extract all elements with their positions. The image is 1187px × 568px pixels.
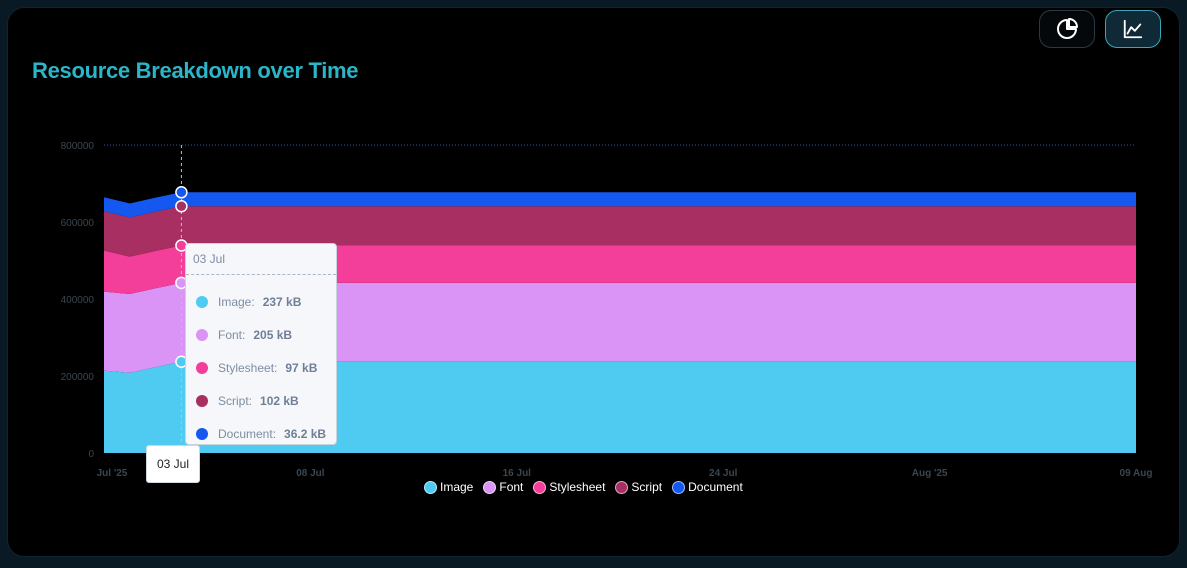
y-tick-label: 600000 — [61, 218, 95, 229]
legend-item-document[interactable]: Document — [672, 480, 743, 494]
tooltip-row-document: Document: 36.2 kB — [196, 424, 326, 444]
legend-dot — [424, 480, 437, 494]
legend-item-script[interactable]: Script — [615, 480, 662, 494]
legend-label: Image — [440, 480, 474, 494]
tooltip-dot — [196, 395, 208, 407]
area-chart-button[interactable] — [1105, 10, 1161, 48]
legend-item-image[interactable]: Image — [424, 480, 473, 494]
tooltip-dot — [196, 296, 208, 308]
chart-legend: Image Font Stylesheet Script Document — [424, 480, 753, 494]
tooltip-row-font: Font: 205 kB — [196, 325, 292, 345]
area-image — [104, 361, 1136, 453]
x-tick-label: Aug '25 — [912, 468, 948, 479]
area-font — [104, 282, 1136, 373]
pie-chart-icon — [1057, 18, 1078, 39]
area-stylesheet — [104, 245, 1136, 294]
tooltip-series-name: Stylesheet: — [218, 361, 278, 375]
x-tick-label: 16 Jul — [503, 468, 532, 479]
x-tick-label: 08 Jul — [296, 468, 325, 479]
marker-script — [175, 199, 188, 213]
area-script — [104, 206, 1136, 257]
tooltip-series-name: Script: — [218, 394, 253, 408]
legend-label: Stylesheet — [549, 480, 606, 494]
legend-item-font[interactable]: Font — [483, 480, 523, 494]
tooltip-series-value: 97 kB — [285, 361, 318, 375]
tooltip-series-name: Document: — [218, 427, 277, 441]
y-tick-label: 200000 — [61, 372, 95, 383]
chart-tooltip: 03 Jul Image: 237 kB Font: 205 kB Stylesheet… — [185, 243, 337, 445]
tooltip-row-script: Script: 102 kB — [196, 391, 299, 411]
x-tick-label: 09 Aug — [1120, 468, 1153, 479]
legend-dot — [533, 480, 547, 494]
pie-chart-button[interactable] — [1039, 10, 1095, 48]
tooltip-row-stylesheet: Stylesheet: 97 kB — [196, 358, 317, 378]
legend-label: Script — [631, 480, 663, 494]
tooltip-series-value: 102 kB — [260, 394, 299, 408]
y-tick-label: 400000 — [61, 295, 95, 306]
tooltip-series-value: 237 kB — [262, 295, 302, 309]
marker-document — [175, 186, 188, 199]
crosshair-x-label: 03 Jul — [146, 445, 200, 483]
x-tick-label: Jul '25 — [97, 468, 128, 479]
y-tick-label: 800000 — [61, 141, 95, 152]
legend-item-stylesheet[interactable]: Stylesheet — [533, 480, 605, 494]
tooltip-date: 03 Jul — [186, 244, 336, 275]
legend-label: Font — [499, 480, 524, 494]
legend-label: Document — [688, 480, 743, 494]
legend-dot — [615, 480, 629, 494]
chart-title: Resource Breakdown over Time — [32, 58, 359, 83]
y-tick-label: 0 — [88, 449, 94, 460]
x-tick-label: 24 Jul — [709, 468, 738, 479]
tooltip-series-name: Image: — [218, 295, 255, 309]
tooltip-series-value: 205 kB — [253, 328, 293, 342]
area-document — [104, 192, 1136, 218]
legend-dot — [483, 480, 497, 494]
tooltip-dot — [196, 329, 208, 341]
tooltip-dot — [196, 362, 208, 374]
tooltip-dot — [196, 428, 208, 440]
area-chart-icon — [1123, 19, 1143, 39]
legend-dot — [672, 480, 686, 494]
tooltip-series-name: Font: — [218, 328, 246, 342]
tooltip-series-value: 36.2 kB — [284, 427, 327, 441]
tooltip-row-image: Image: 237 kB — [196, 292, 301, 312]
